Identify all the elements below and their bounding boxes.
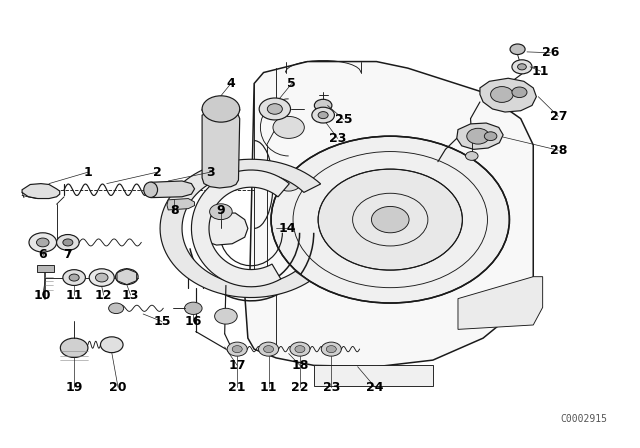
Text: 26: 26 bbox=[542, 46, 559, 59]
Text: 9: 9 bbox=[216, 204, 225, 217]
Circle shape bbox=[512, 87, 527, 98]
Circle shape bbox=[318, 112, 328, 119]
Text: 3: 3 bbox=[206, 166, 214, 179]
Circle shape bbox=[95, 273, 108, 282]
Text: 10: 10 bbox=[34, 289, 52, 302]
Text: 4: 4 bbox=[227, 77, 236, 90]
Text: 21: 21 bbox=[228, 381, 246, 394]
Polygon shape bbox=[480, 78, 536, 112]
Polygon shape bbox=[22, 184, 60, 198]
Circle shape bbox=[510, 44, 525, 55]
Polygon shape bbox=[167, 198, 195, 210]
Text: 25: 25 bbox=[335, 113, 353, 126]
Circle shape bbox=[210, 204, 232, 220]
Circle shape bbox=[259, 342, 278, 356]
Text: C0002915: C0002915 bbox=[560, 414, 607, 424]
Ellipse shape bbox=[144, 182, 157, 198]
Polygon shape bbox=[149, 181, 195, 198]
Circle shape bbox=[268, 103, 282, 114]
Text: 11: 11 bbox=[532, 65, 550, 78]
Circle shape bbox=[69, 274, 79, 281]
Circle shape bbox=[232, 345, 242, 353]
Circle shape bbox=[202, 96, 240, 122]
Polygon shape bbox=[457, 123, 503, 149]
Circle shape bbox=[109, 303, 124, 314]
Text: 22: 22 bbox=[291, 381, 308, 394]
Text: 28: 28 bbox=[550, 144, 567, 157]
Ellipse shape bbox=[202, 105, 240, 115]
Text: 16: 16 bbox=[184, 315, 202, 328]
Circle shape bbox=[227, 342, 247, 356]
Polygon shape bbox=[314, 366, 433, 387]
Text: 14: 14 bbox=[278, 222, 296, 235]
Circle shape bbox=[63, 239, 73, 246]
Text: 11: 11 bbox=[260, 381, 277, 394]
Circle shape bbox=[100, 337, 123, 353]
Text: 27: 27 bbox=[550, 110, 567, 123]
Circle shape bbox=[321, 342, 341, 356]
Circle shape bbox=[484, 132, 497, 141]
Circle shape bbox=[63, 270, 85, 285]
Circle shape bbox=[290, 342, 310, 356]
Text: 1: 1 bbox=[84, 166, 92, 179]
Circle shape bbox=[318, 169, 462, 270]
Circle shape bbox=[295, 345, 305, 353]
Circle shape bbox=[314, 99, 332, 112]
Text: 23: 23 bbox=[323, 381, 340, 394]
Text: 5: 5 bbox=[287, 77, 296, 90]
Circle shape bbox=[29, 233, 56, 252]
Polygon shape bbox=[202, 109, 240, 188]
Polygon shape bbox=[160, 159, 321, 297]
Text: 18: 18 bbox=[291, 359, 308, 372]
Circle shape bbox=[273, 116, 305, 138]
Text: 24: 24 bbox=[367, 381, 384, 394]
Circle shape bbox=[60, 338, 88, 358]
Circle shape bbox=[467, 128, 490, 144]
Circle shape bbox=[276, 173, 301, 191]
Text: 6: 6 bbox=[38, 248, 47, 261]
Circle shape bbox=[214, 308, 237, 324]
Text: 19: 19 bbox=[65, 381, 83, 394]
Text: 20: 20 bbox=[109, 381, 127, 394]
Circle shape bbox=[116, 269, 138, 284]
Circle shape bbox=[56, 235, 79, 250]
Circle shape bbox=[465, 151, 478, 160]
Polygon shape bbox=[196, 213, 248, 245]
Circle shape bbox=[312, 107, 335, 123]
Text: 13: 13 bbox=[122, 289, 140, 302]
Polygon shape bbox=[191, 170, 289, 287]
Circle shape bbox=[371, 207, 409, 233]
Bar bbox=[36, 265, 54, 272]
Polygon shape bbox=[244, 61, 533, 366]
Circle shape bbox=[264, 345, 273, 353]
Text: 15: 15 bbox=[153, 315, 171, 328]
Circle shape bbox=[518, 64, 526, 70]
Polygon shape bbox=[458, 277, 543, 329]
Text: 12: 12 bbox=[95, 289, 113, 302]
Circle shape bbox=[512, 60, 532, 74]
Text: 8: 8 bbox=[170, 204, 179, 217]
Circle shape bbox=[326, 345, 336, 353]
Circle shape bbox=[271, 136, 509, 303]
Text: 17: 17 bbox=[228, 359, 246, 372]
Text: 2: 2 bbox=[152, 166, 161, 179]
Circle shape bbox=[259, 98, 291, 120]
Circle shape bbox=[184, 302, 202, 314]
Circle shape bbox=[491, 86, 513, 103]
Text: 23: 23 bbox=[329, 132, 346, 145]
Circle shape bbox=[36, 238, 49, 247]
Text: 11: 11 bbox=[65, 289, 83, 302]
Circle shape bbox=[89, 269, 115, 286]
Text: 7: 7 bbox=[63, 248, 72, 261]
Ellipse shape bbox=[169, 202, 180, 207]
